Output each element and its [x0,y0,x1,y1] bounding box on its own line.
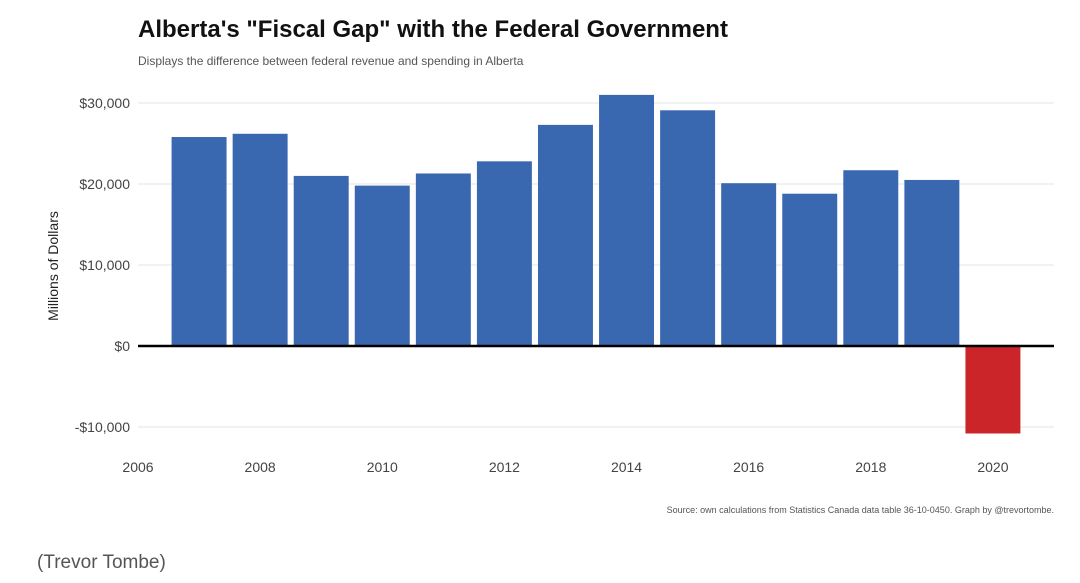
bar-2016 [721,183,777,346]
image-caption: (Trevor Tombe) [37,552,166,573]
bar-2009 [293,175,349,346]
x-tick-label: 2010 [367,459,398,475]
x-tick-label: 2016 [733,459,764,475]
tick-labels: -$10,000 $0 $10,000 $20,000 $30,000 2006 2008 2… [75,95,1009,475]
bar-2018 [843,170,899,346]
bars [171,94,1021,434]
bar-2011 [415,173,471,346]
bar-2010 [354,185,410,346]
bar-chart: -$10,000 $0 $10,000 $20,000 $30,000 2006 2008 2… [45,94,1054,475]
x-tick-label: 2006 [122,459,153,475]
bar-2020 [965,346,1021,434]
y-tick-label: $10,000 [79,257,130,273]
bar-2019 [904,179,960,346]
bar-2012 [476,161,532,346]
bar-2017 [782,193,838,346]
y-axis-title: Millions of Dollars [45,211,61,321]
bar-2014 [599,94,655,347]
y-tick-label: -$10,000 [75,419,130,435]
y-tick-label: $0 [114,338,130,354]
x-tick-label: 2008 [245,459,276,475]
bar-2015 [660,110,716,346]
bar-2013 [537,124,593,347]
x-tick-label: 2018 [855,459,886,475]
y-tick-label: $20,000 [79,176,130,192]
source-note: Source: own calculations from Statistics… [666,505,1054,515]
chart-subtitle: Displays the difference between federal … [138,54,524,68]
chart-title: Alberta's "Fiscal Gap" with the Federal … [138,16,728,43]
y-tick-label: $30,000 [79,95,130,111]
x-tick-label: 2012 [489,459,520,475]
bar-2007 [171,137,227,346]
gridlines [138,102,1054,428]
bar-2008 [232,133,288,346]
x-tick-label: 2014 [611,459,642,475]
x-tick-label: 2020 [977,459,1008,475]
